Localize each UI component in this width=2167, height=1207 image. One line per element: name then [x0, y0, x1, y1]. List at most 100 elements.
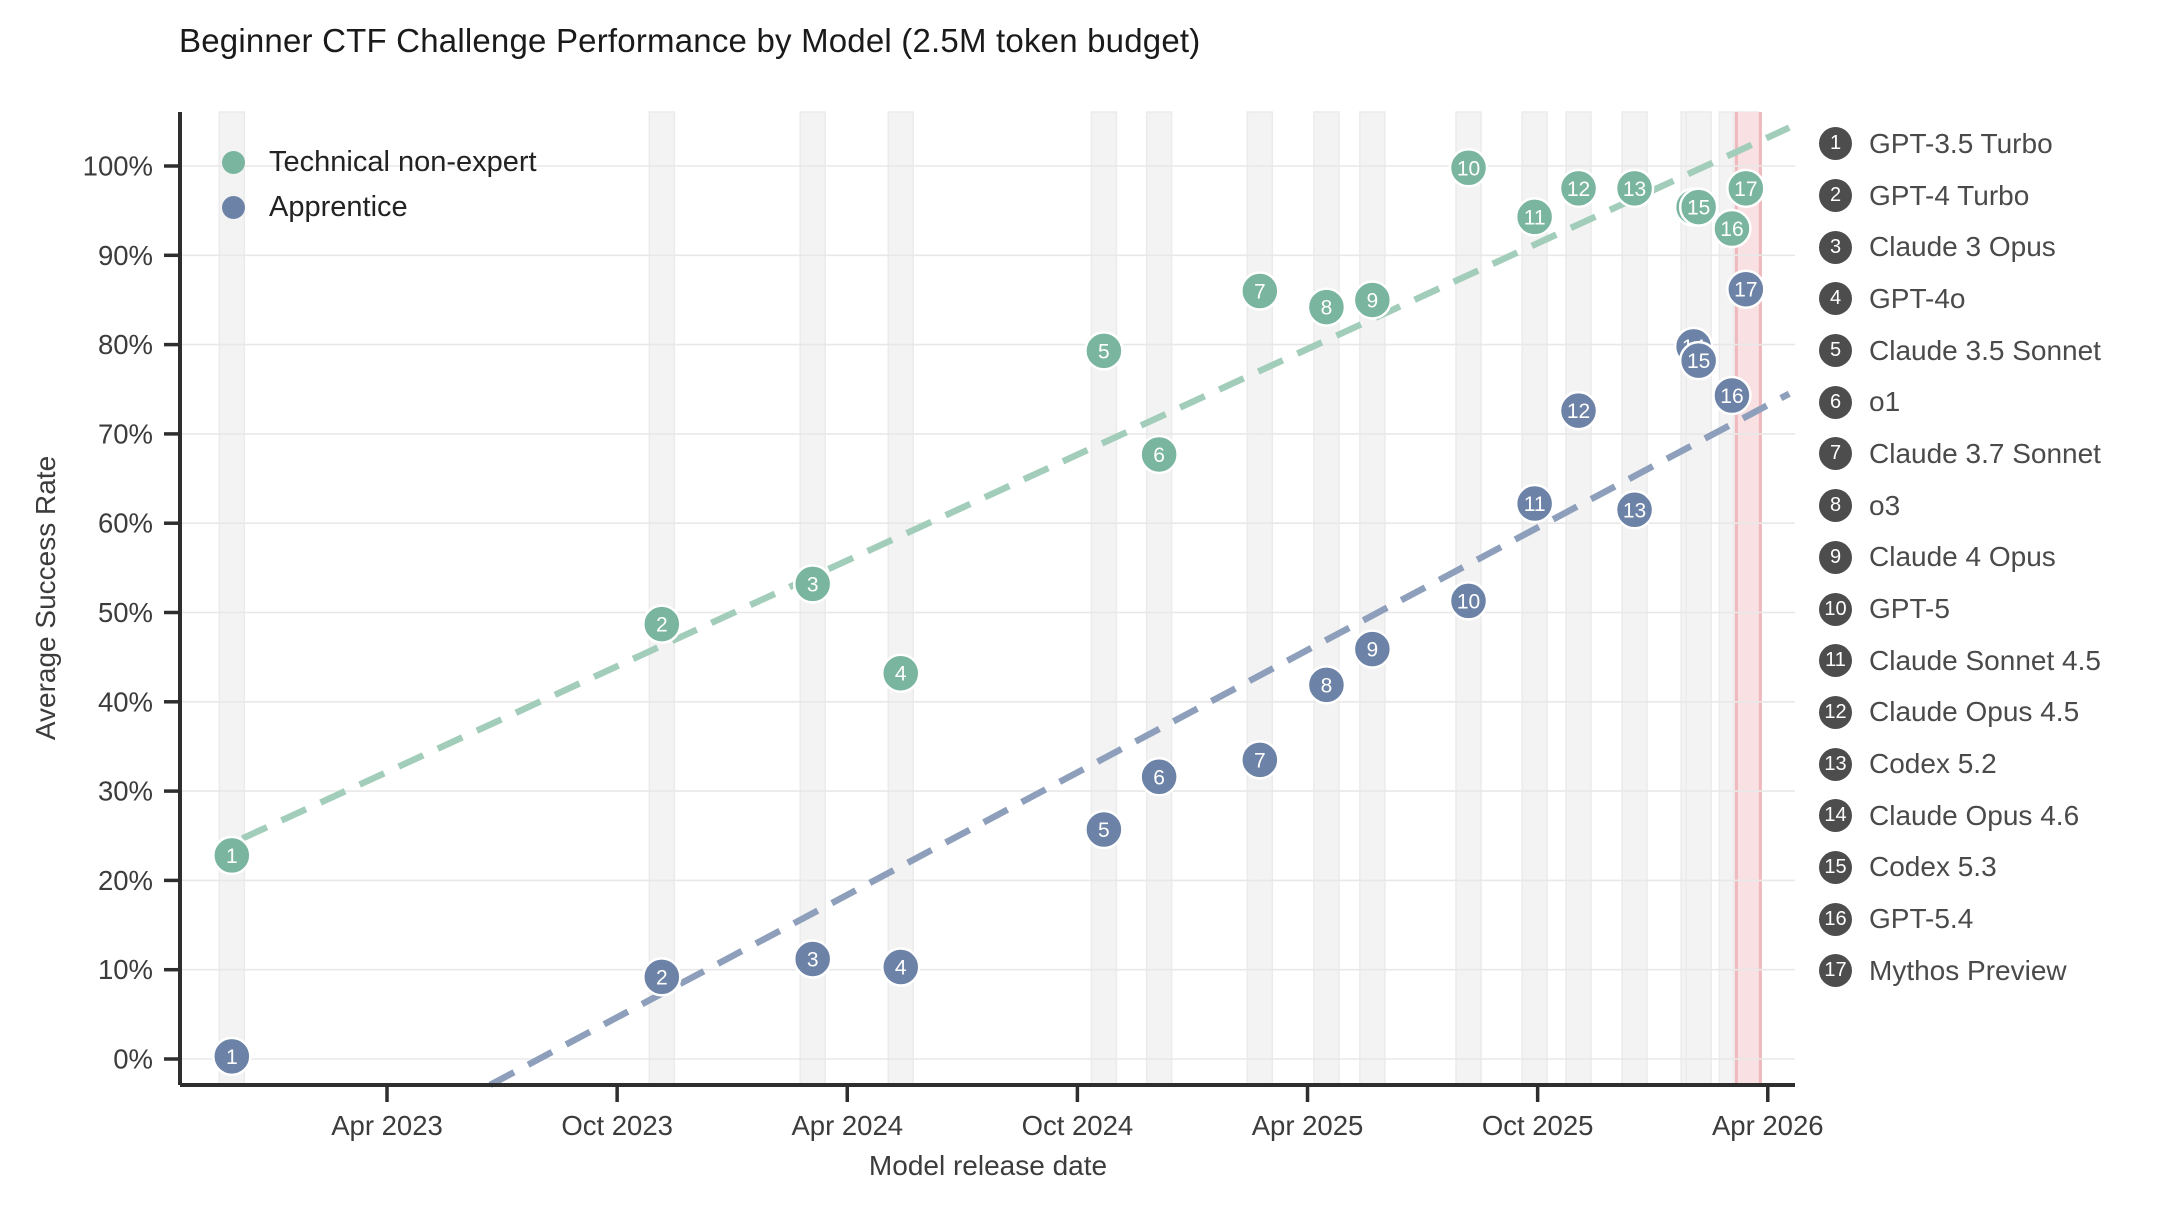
x-axis-title: Model release date: [868, 1150, 1108, 1181]
point-apprentice-12: 12: [1558, 390, 1599, 431]
legend-model-name: GPT-5: [1869, 593, 1950, 625]
point-apprentice-13: 13: [1614, 490, 1655, 530]
point-label: 12: [1567, 400, 1590, 423]
point-label: 7: [1254, 749, 1266, 772]
legend-badge-3: 3: [1819, 230, 1852, 264]
legend-item-13: 13 Codex 5.2: [1819, 738, 2101, 790]
point-label: 6: [1153, 766, 1165, 789]
point-label: 12: [1567, 178, 1590, 201]
point-label: 4: [895, 663, 907, 686]
release-band-model-4: [887, 111, 915, 1086]
point-technical-non-expert-9: 9: [1352, 280, 1393, 320]
model-legend: 1 GPT-3.5 Turbo 2 GPT-4 Turbo 3 Claude 3 Opus…: [1819, 118, 2101, 997]
legend-model-name: Claude 3.5 Sonnet: [1869, 334, 2101, 366]
point-circle: [1712, 375, 1752, 416]
y-tick-label: 0%: [113, 1044, 153, 1075]
point-circle: [642, 604, 682, 644]
point-apprentice-15: 15: [1678, 340, 1719, 381]
y-tick-label: 40%: [98, 686, 153, 717]
x-tick-label: Apr 2026: [1712, 1110, 1824, 1141]
legend-item-17: 17 Mythos Preview: [1819, 945, 2101, 997]
point-circle: [1084, 809, 1124, 850]
point-label: 2: [656, 614, 668, 637]
series-marker-technical-non-expert: [222, 151, 245, 174]
legend-model-name: GPT-4 Turbo: [1869, 179, 2030, 211]
x-tick-label: Apr 2023: [331, 1110, 443, 1141]
legend-model-name: o3: [1869, 489, 1901, 521]
point-label: 17: [1734, 178, 1757, 201]
point-circle: [1139, 757, 1179, 797]
y-tick-label: 10%: [98, 954, 153, 985]
x-tick-label: Oct 2025: [1482, 1110, 1594, 1141]
legend-model-name: Claude Sonnet 4.5: [1869, 644, 2101, 676]
legend-model-name: Codex 5.2: [1869, 748, 1997, 780]
legend-item-1: 1 GPT-3.5 Turbo: [1819, 118, 2101, 170]
point-label: 11: [1524, 206, 1546, 229]
point-label: 13: [1623, 178, 1646, 201]
point-apprentice-16: 16: [1712, 375, 1752, 416]
point-circle: [1726, 168, 1766, 209]
release-band-model-12: [1565, 111, 1592, 1086]
release-band-model-9: [1359, 111, 1386, 1086]
release-band-model-5: [1090, 111, 1118, 1086]
legend-model-name: Codex 5.3: [1869, 851, 1997, 883]
point-apprentice-5: 5: [1084, 809, 1124, 850]
legend-badge-11: 11: [1819, 644, 1852, 678]
point-technical-non-expert-2: 2: [642, 604, 682, 644]
point-label: 3: [807, 573, 819, 596]
legend-badge-14: 14: [1819, 799, 1852, 833]
point-technical-non-expert-1: 1: [212, 835, 252, 876]
legend-item-11: 11 Claude Sonnet 4.5: [1819, 635, 2101, 687]
y-tick-label: 100%: [83, 151, 153, 182]
point-circle: [792, 939, 833, 979]
legend-row-technical-non-expert: Technical non-expert: [222, 140, 537, 185]
point-circle: [1558, 168, 1599, 209]
legend-item-7: 7 Claude 3.7 Sonnet: [1819, 428, 2101, 480]
point-label: 8: [1321, 297, 1333, 320]
point-apprentice-6: 6: [1139, 757, 1179, 797]
x-tick-label: Apr 2025: [1252, 1110, 1364, 1141]
point-technical-non-expert-13: 13: [1614, 168, 1655, 209]
legend-model-name: GPT-3.5 Turbo: [1869, 127, 2053, 159]
release-band-model-13: [1621, 111, 1648, 1086]
legend-model-name: Claude 4 Opus: [1869, 541, 2056, 573]
trend-line-apprentice: [488, 390, 1791, 1088]
trend-line-technical-non-expert: [241, 124, 1791, 842]
point-label: 6: [1153, 444, 1165, 467]
release-band-model-2: [648, 111, 676, 1086]
legend-item-16: 16 GPT-5.4: [1819, 893, 2101, 945]
legend-item-14: 14 Claude Opus 4.6: [1819, 790, 2101, 842]
legend-model-name: Claude 3 Opus: [1869, 231, 2056, 263]
point-label: 9: [1367, 639, 1379, 662]
point-technical-non-expert-15: 15: [1678, 187, 1719, 227]
legend-row-apprentice: Apprentice: [222, 185, 537, 230]
legend-badge-10: 10: [1819, 592, 1852, 626]
point-technical-non-expert-3: 3: [792, 564, 833, 604]
legend-badge-17: 17: [1819, 954, 1852, 988]
point-circle: [1448, 581, 1489, 621]
point-apprentice-2: 2: [642, 957, 682, 997]
point-label: 5: [1098, 340, 1110, 363]
point-label: 11: [1524, 493, 1546, 516]
point-apprentice-8: 8: [1306, 665, 1347, 705]
legend-badge-4: 4: [1819, 282, 1852, 316]
release-band-model-7: [1246, 111, 1274, 1086]
y-tick-label: 60%: [98, 508, 153, 539]
point-apprentice-7: 7: [1240, 740, 1280, 780]
series-legend: Technical non-expert Apprentice: [222, 140, 537, 230]
legend-model-name: o1: [1869, 386, 1901, 418]
legend-item-3: 3 Claude 3 Opus: [1819, 221, 2101, 273]
point-circle: [1306, 287, 1347, 327]
point-circle: [881, 947, 921, 987]
release-band-model-6: [1145, 111, 1173, 1086]
point-circle: [792, 564, 833, 604]
point-label: 9: [1367, 289, 1379, 312]
legend-model-name: Mythos Preview: [1869, 954, 2067, 986]
legend-model-name: Claude Opus 4.5: [1869, 696, 2080, 728]
point-label: 5: [1098, 819, 1110, 842]
y-tick-label: 50%: [98, 597, 153, 628]
point-apprentice-9: 9: [1352, 629, 1393, 669]
legend-model-name: GPT-5.4: [1869, 903, 1974, 935]
point-circle: [1448, 148, 1489, 188]
legend-badge-7: 7: [1819, 437, 1852, 471]
